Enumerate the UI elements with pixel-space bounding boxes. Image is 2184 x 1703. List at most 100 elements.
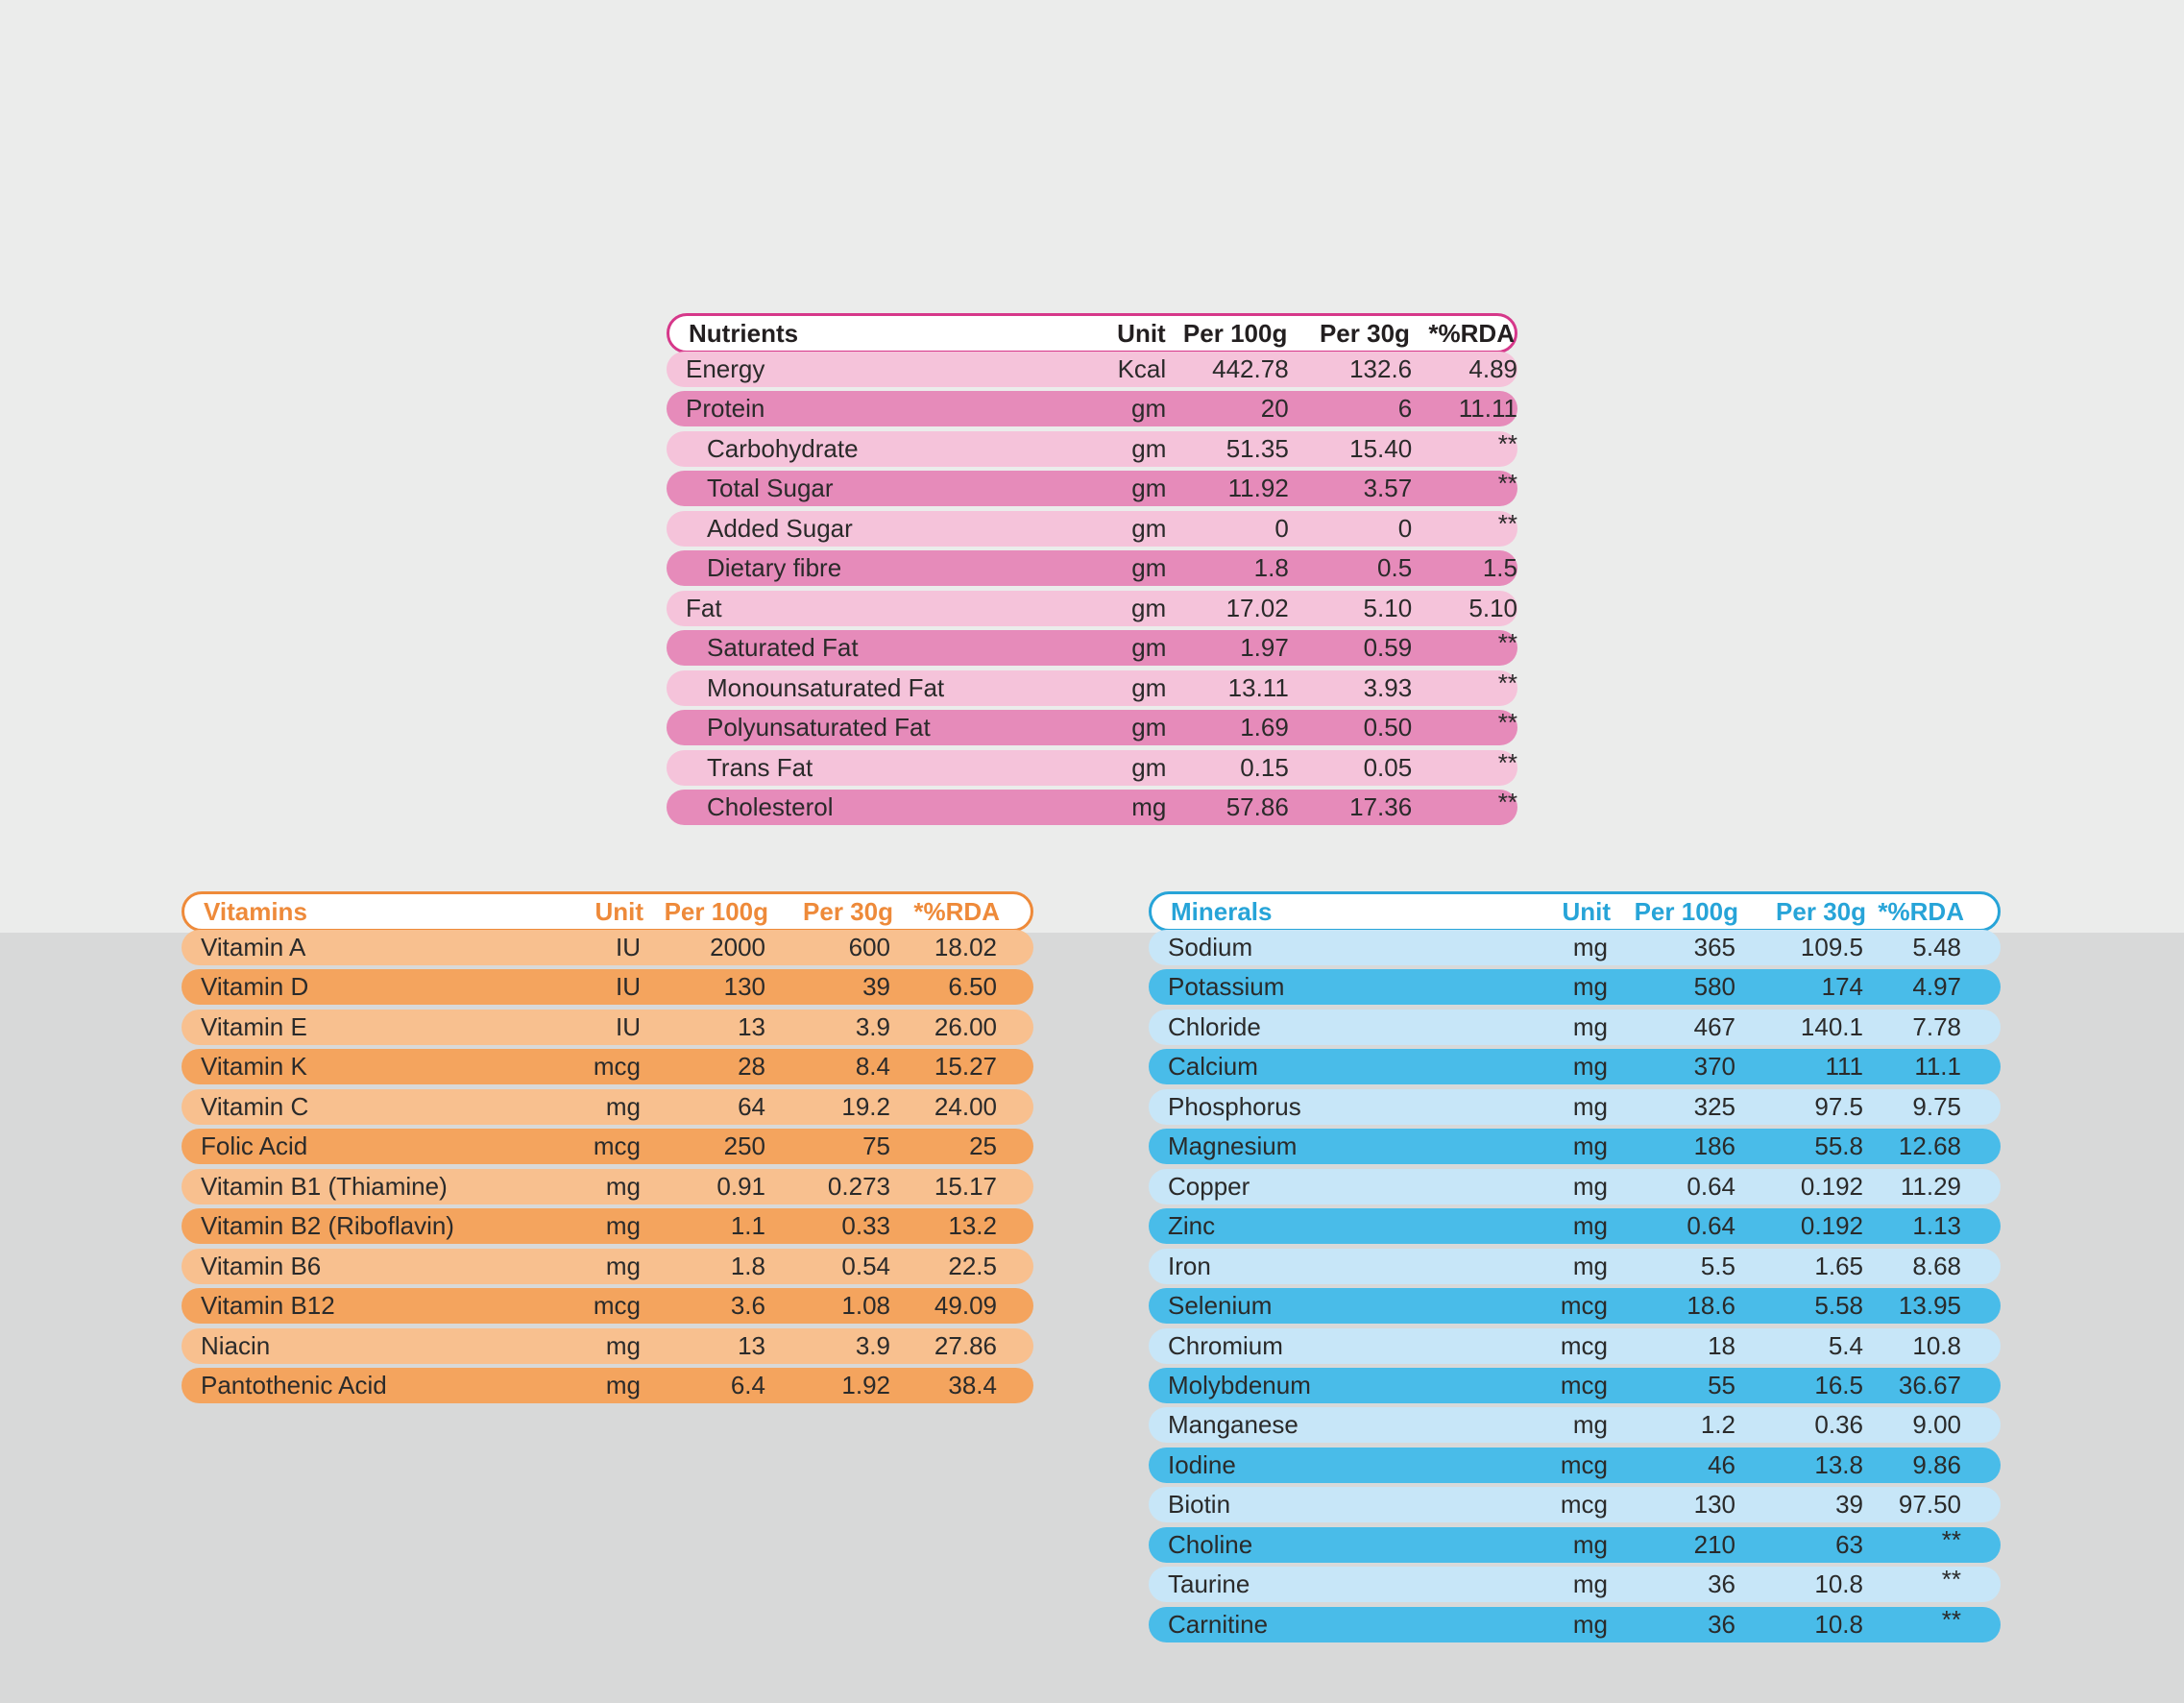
nutrients-header-per-30g: Per 30g — [1319, 318, 1410, 348]
nutrients-row: Total Sugar gm 11.92 3.57 ** — [667, 469, 1517, 507]
minerals-cell-unit: mg — [1572, 1091, 1608, 1121]
nutrients-cell-per-30g: 0 — [1397, 513, 1413, 543]
nutrients-cell-name: Energy — [686, 354, 765, 383]
vitamins-row: Vitamin C mg 64 19.2 24.00 — [182, 1088, 1033, 1125]
minerals-cell-per-30g: 0.36 — [1814, 1410, 1863, 1440]
vitamins-row: Vitamin E IU 13 3.9 26.00 — [182, 1009, 1033, 1045]
minerals-cell-rda: 4.97 — [1912, 972, 1961, 1002]
vitamins-cell-name: Pantothenic Acid — [201, 1370, 387, 1399]
minerals-row: Magnesium mg 186 55.8 12.68 — [1149, 1129, 2001, 1165]
nutrients-cell-unit: gm — [1131, 672, 1167, 702]
minerals-cell-per-30g: 140.1 — [1800, 1011, 1863, 1041]
minerals-cell-per-30g: 0.192 — [1800, 1211, 1863, 1241]
minerals-cell-unit: mg — [1572, 972, 1608, 1002]
nutrients-cell-unit: gm — [1131, 553, 1167, 583]
vitamins-cell-per-100g: 64 — [738, 1091, 765, 1121]
vitamins-cell-unit: IU — [616, 1011, 641, 1041]
minerals-cell-per-100g: 46 — [1708, 1449, 1735, 1479]
minerals-row: Chloride mg 467 140.1 7.78 — [1149, 1009, 2001, 1045]
vitamins-row: Vitamin B1 (Thiamine) mg 0.91 0.273 15.17 — [182, 1168, 1033, 1204]
nutrients-cell-unit: gm — [1131, 633, 1167, 663]
nutrients-header-per-100g: Per 100g — [1182, 318, 1288, 348]
vitamins-cell-per-100g: 2000 — [710, 933, 765, 961]
minerals-cell-unit: mcg — [1560, 1370, 1608, 1399]
nutrients-cell-rda: ** — [1497, 747, 1517, 777]
nutrients-cell-unit: mg — [1131, 791, 1167, 821]
nutrients-cell-name: Monounsaturated Fat — [707, 672, 945, 702]
nutrients-cell-per-30g: 5.10 — [1363, 593, 1413, 622]
vitamins-cell-unit: IU — [616, 972, 641, 1002]
minerals-cell-unit: mg — [1572, 1011, 1608, 1041]
minerals-header: Minerals Unit Per 100g Per 30g *%RDA — [1149, 891, 2001, 932]
nutrients-cell-name: Protein — [686, 394, 765, 424]
vitamins-cell-per-100g: 6.4 — [730, 1370, 765, 1399]
vitamins-cell-per-30g: 3.9 — [855, 1011, 890, 1041]
vitamins-header-unit: Unit — [595, 896, 643, 926]
vitamins-row: Vitamin B2 (Riboflavin) mg 1.1 0.33 13.2 — [182, 1208, 1033, 1245]
nutrients-cell-name: Polyunsaturated Fat — [707, 713, 931, 742]
minerals-cell-name: Zinc — [1168, 1211, 1216, 1241]
minerals-cell-name: Iron — [1168, 1251, 1211, 1280]
nutrients-cell-rda: ** — [1497, 469, 1517, 499]
minerals-row: Biotin mcg 130 39 97.50 — [1149, 1487, 2001, 1523]
nutrients-cell-rda: 4.89 — [1468, 354, 1517, 383]
nutrients-cell-per-100g: 1.8 — [1253, 553, 1289, 583]
vitamins-header-name: Vitamins — [204, 896, 307, 926]
nutrients-cell-rda: ** — [1497, 787, 1517, 816]
minerals-header-per-100g: Per 100g — [1634, 896, 1738, 926]
vitamins-cell-rda: 49.09 — [934, 1291, 997, 1321]
minerals-cell-rda: 11.29 — [1900, 1171, 1961, 1201]
vitamins-cell-per-100g: 250 — [723, 1131, 765, 1161]
vitamins-cell-rda: 26.00 — [934, 1011, 997, 1041]
minerals-cell-rda: 10.8 — [1912, 1330, 1961, 1360]
minerals-row: Selenium mcg 18.6 5.58 13.95 — [1149, 1288, 2001, 1325]
vitamins-header-rda: *%RDA — [913, 896, 1000, 926]
vitamins-cell-per-30g: 19.2 — [841, 1091, 890, 1121]
vitamins-cell-per-30g: 0.33 — [841, 1211, 890, 1241]
nutrients-cell-name: Trans Fat — [707, 752, 813, 782]
vitamins-cell-rda: 25 — [969, 1131, 997, 1161]
minerals-cell-per-100g: 130 — [1693, 1490, 1735, 1520]
vitamins-cell-rda: 18.02 — [934, 933, 997, 961]
minerals-cell-per-100g: 0.64 — [1687, 1171, 1735, 1201]
vitamins-cell-unit: mcg — [593, 1131, 641, 1161]
minerals-cell-unit: mg — [1572, 933, 1608, 961]
nutrients-row: Dietary fibre gm 1.8 0.5 1.5 — [667, 550, 1517, 587]
minerals-cell-per-30g: 39 — [1835, 1490, 1863, 1520]
minerals-header-unit: Unit — [1562, 896, 1611, 926]
minerals-cell-unit: mg — [1572, 1211, 1608, 1241]
minerals-row: Zinc mg 0.64 0.192 1.13 — [1149, 1208, 2001, 1245]
minerals-cell-unit: mg — [1572, 1410, 1608, 1440]
vitamins-cell-per-30g: 39 — [862, 972, 890, 1002]
minerals-cell-per-30g: 109.5 — [1800, 933, 1863, 961]
vitamins-cell-name: Vitamin D — [201, 972, 309, 1002]
nutrients-cell-name: Total Sugar — [707, 474, 834, 503]
vitamins-row: Pantothenic Acid mg 6.4 1.92 38.4 — [182, 1367, 1033, 1403]
minerals-cell-per-30g: 174 — [1821, 972, 1863, 1002]
vitamins-cell-unit: IU — [616, 933, 641, 961]
minerals-cell-name: Iodine — [1168, 1449, 1236, 1479]
vitamins-cell-per-100g: 1.1 — [730, 1211, 765, 1241]
minerals-cell-per-30g: 0.192 — [1800, 1171, 1863, 1201]
minerals-row: Molybdenum mcg 55 16.5 36.67 — [1149, 1367, 2001, 1403]
minerals-cell-name: Magnesium — [1168, 1131, 1298, 1161]
vitamins-cell-per-100g: 130 — [723, 972, 765, 1002]
minerals-cell-unit: mg — [1572, 1609, 1608, 1639]
nutrients-cell-name: Cholesterol — [707, 791, 834, 821]
minerals-row: Sodium mg 365 109.5 5.48 — [1149, 930, 2001, 965]
vitamins-row: Vitamin B12 mcg 3.6 1.08 49.09 — [182, 1288, 1033, 1325]
minerals-header-name: Minerals — [1171, 896, 1273, 926]
vitamins-cell-per-100g: 1.8 — [730, 1251, 765, 1280]
minerals-row: Chromium mcg 18 5.4 10.8 — [1149, 1327, 2001, 1364]
minerals-cell-per-100g: 5.5 — [1700, 1251, 1735, 1280]
vitamins-cell-per-30g: 600 — [848, 933, 890, 961]
minerals-cell-name: Calcium — [1168, 1052, 1258, 1082]
minerals-cell-per-100g: 18.6 — [1687, 1291, 1735, 1321]
minerals-cell-name: Biotin — [1168, 1490, 1231, 1520]
minerals-cell-per-100g: 55 — [1708, 1370, 1735, 1399]
nutrients-cell-rda: ** — [1497, 628, 1517, 658]
minerals-cell-unit: mg — [1572, 1052, 1608, 1082]
nutrients-row: Monounsaturated Fat gm 13.11 3.93 ** — [667, 669, 1517, 706]
vitamins-cell-unit: mcg — [593, 1052, 641, 1082]
minerals-cell-per-100g: 186 — [1693, 1131, 1735, 1161]
